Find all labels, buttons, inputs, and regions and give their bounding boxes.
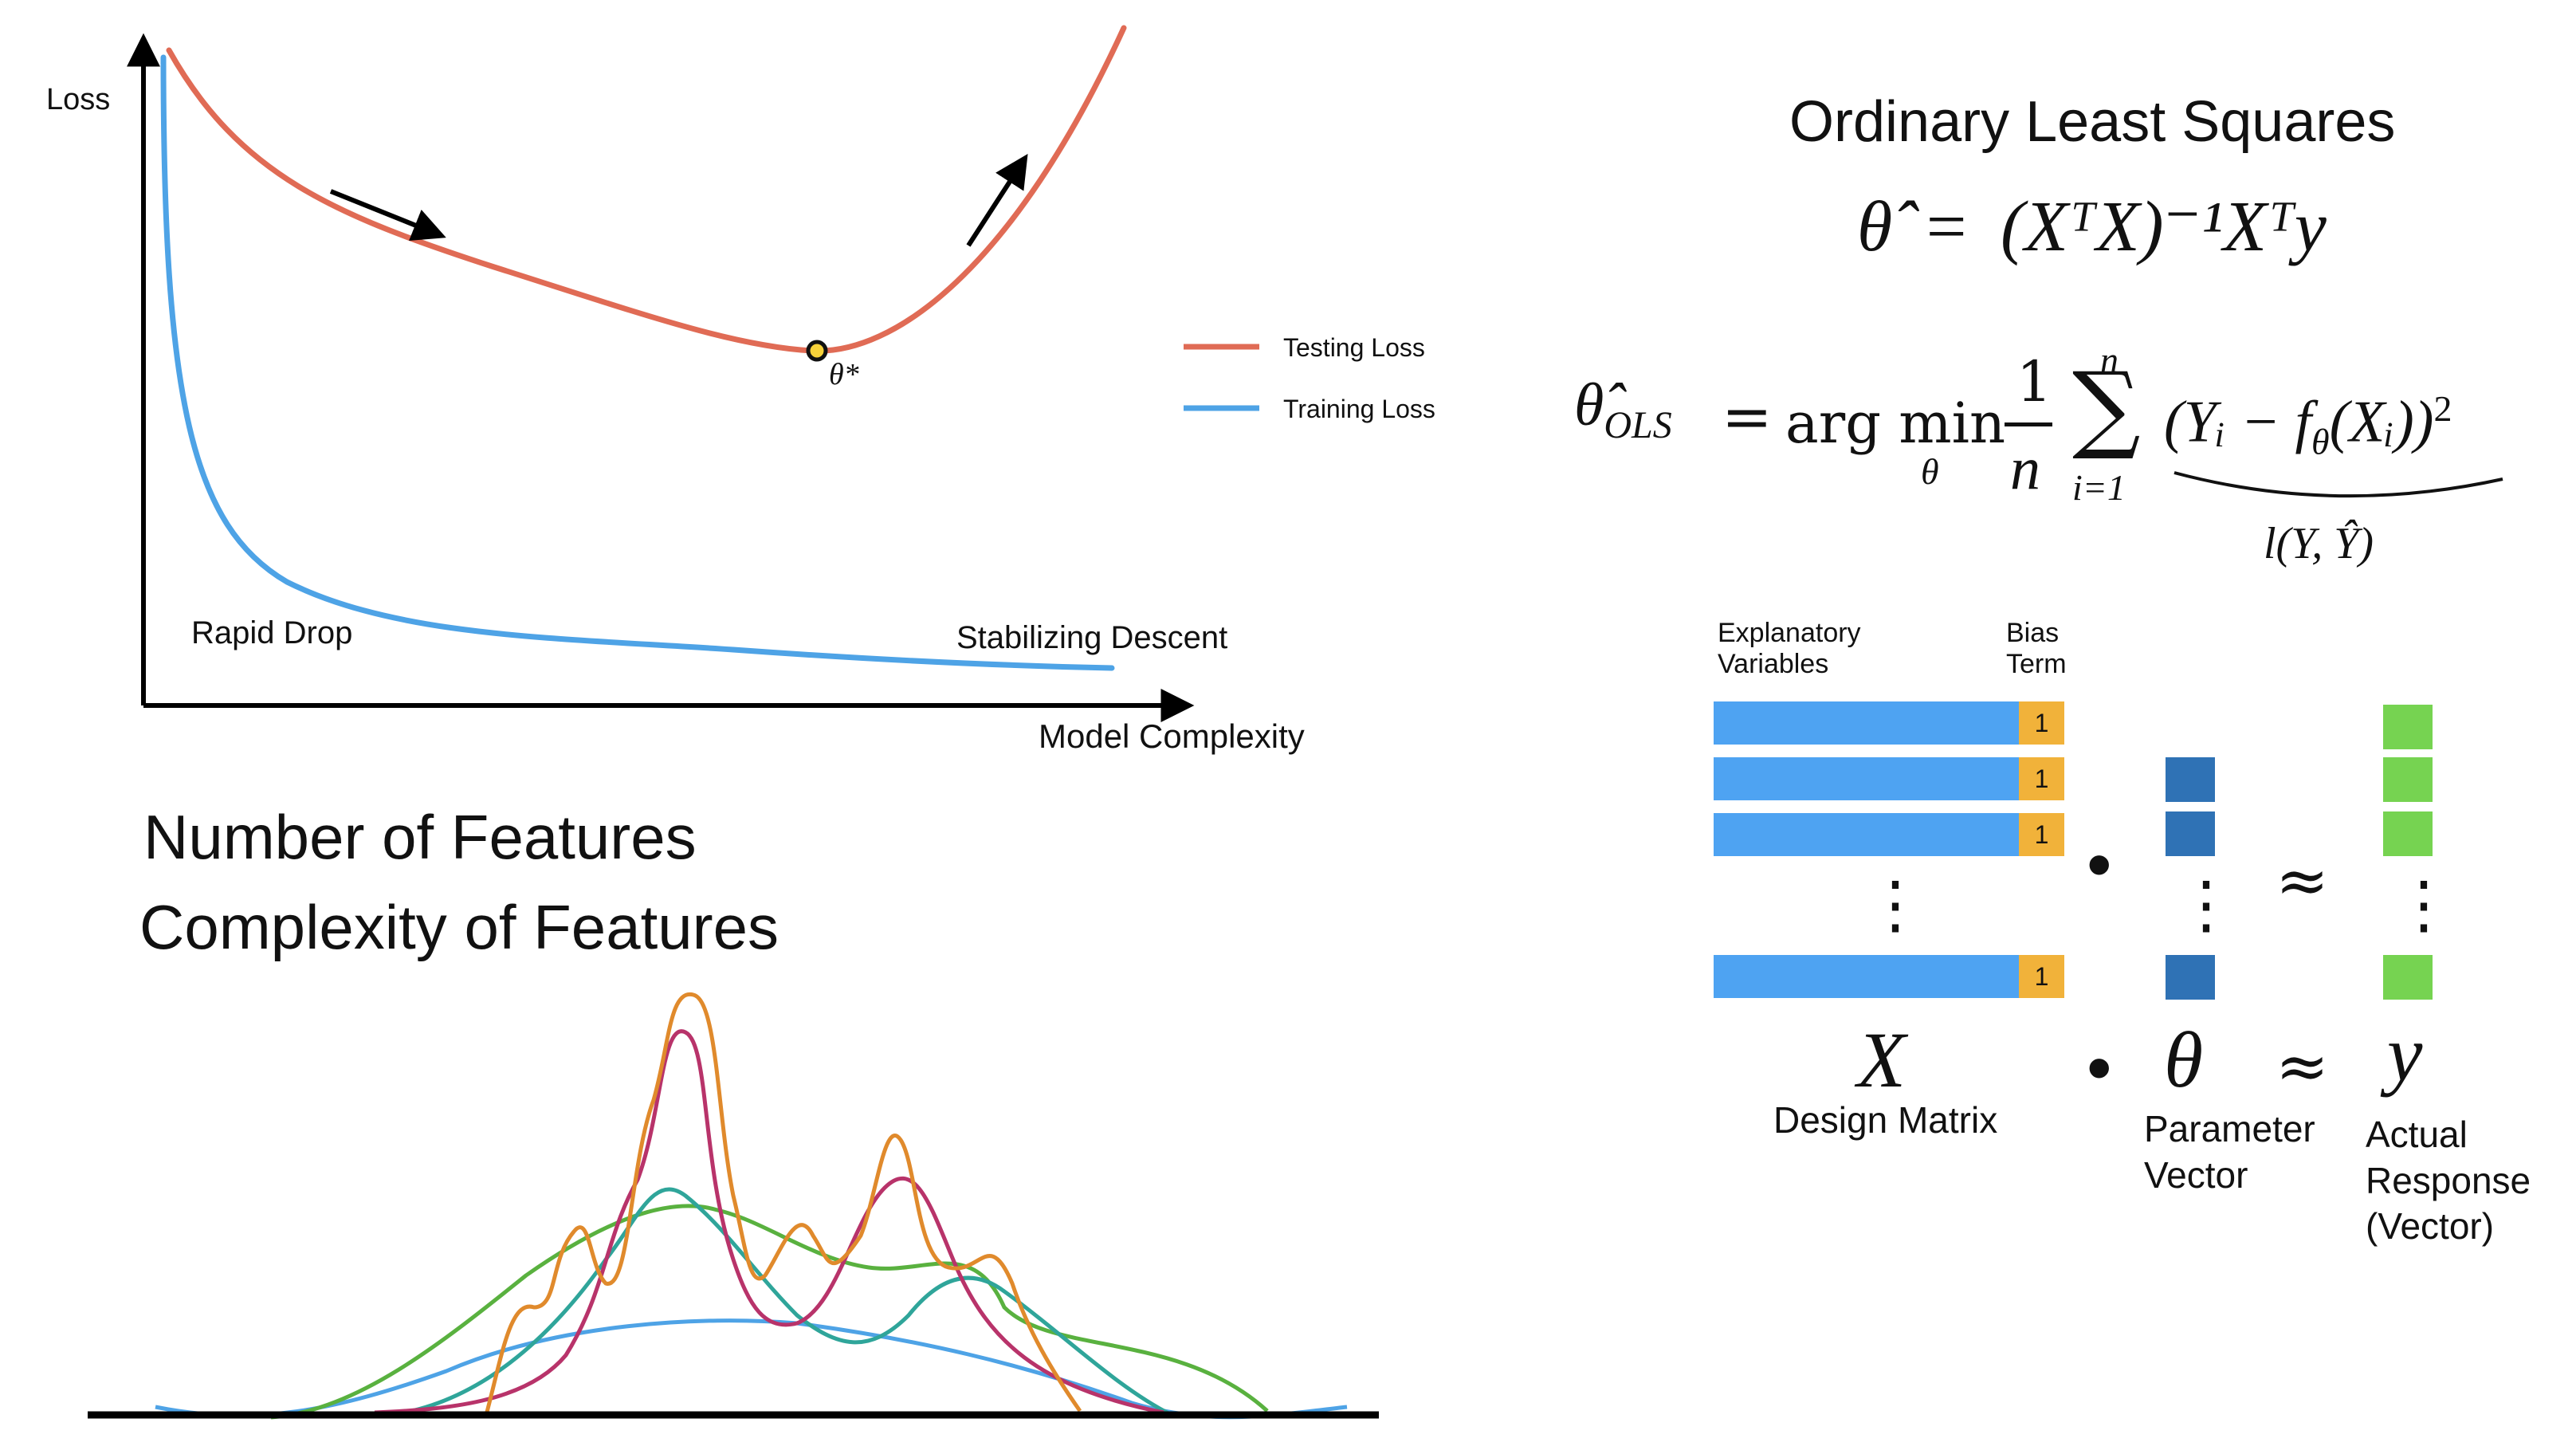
ols-argmin-equation: θ̂OLS [1574,375,1672,445]
eq1-rhs: (XᵀX)⁻¹Xᵀy [2000,187,2327,266]
eq2-frac-den: n [2010,435,2040,502]
testing-loss-curve [166,25,1127,354]
approx-sign-upper: ≈ [2276,843,2330,918]
approx-sign-lower: ≈ [2276,1029,2330,1103]
eq2-argmin: arg min [1785,391,2006,456]
y-caption-line-2: Response [2366,1159,2531,1201]
feature-curve-teal [390,1187,1173,1417]
feature-curve-orange [484,992,1082,1416]
feature-curve-magenta [374,1029,1164,1415]
descending-arrow-icon [329,189,446,241]
ols-title: Ordinary Least Squares [1789,90,2396,154]
x-symbol: X [1857,1016,1906,1104]
parameter-vector-caption: Parameter Vector [2144,1106,2315,1198]
features-heading-number: Number of Features [143,802,697,872]
bias-header-line-2: Term [2006,649,2067,680]
legend-testing-label: Testing Loss [1283,333,1425,362]
y-axis-label: Loss [46,83,111,116]
y-cell [2383,811,2433,856]
theta-caption-line-1: Parameter [2144,1108,2315,1149]
bias-term-header: Bias Term [2006,618,2067,680]
bias-cell: 1 [2019,813,2064,856]
eq2-summand: (Yᵢ − fθ(Xᵢ))2 [2164,391,2452,460]
legend-training-label: Training Loss [1283,395,1435,423]
loss-function-label: l(Y, Ŷ) [2264,519,2374,568]
dot-operator-lower: • [2087,1028,2112,1108]
optimum-label: θ* [829,358,859,391]
matrix-row: 1 [1714,757,2064,800]
theta-cell [2166,757,2215,802]
y-caption-line-1: Actual [2366,1114,2468,1155]
feature-curves [88,992,1379,1420]
theta-symbol: θ [2164,1016,2204,1104]
matrix-vdots: ⋮ [1863,867,1927,941]
matrix-row: 1 [1714,701,2064,745]
eq2-summand-tail: (Xᵢ)) [2329,389,2434,455]
matrix-row: 1 [1714,813,2064,856]
loss-chart [127,25,1259,722]
training-loss-curve [160,54,1115,671]
eq2-summand-sub: θ [2311,421,2330,462]
y-caption-line-3: (Vector) [2366,1205,2495,1247]
bias-cell: 1 [2019,701,2064,745]
eq2-sum: ∑ [2072,352,2141,463]
row-bar [1714,757,2019,800]
bias-header-line-1: Bias [2006,618,2060,648]
bias-cell: 1 [2019,955,2064,998]
theta-vdots: ⋮ [2174,867,2238,941]
eq2-lhs: θ̂ [1574,371,1604,438]
dot-operator-upper: • [2087,825,2112,905]
eq2-summand-sup: 2 [2433,388,2452,429]
theta-caption-line-2: Vector [2144,1153,2248,1196]
row-bar [1714,955,2019,998]
optimum-point [806,340,828,362]
y-cell [2383,757,2433,802]
y-cell [2383,705,2433,749]
eq2-sum-top: n [2100,340,2119,380]
eq2-frac-bar [2005,422,2052,426]
eq2-frac-num: 1 [2016,349,2052,415]
underbrace [2174,471,2503,498]
ascending-arrow-icon [966,153,1028,247]
eq2-argmin-sub: θ [1921,451,1939,492]
eq2-equals: = [1722,381,1773,452]
header-line-2: Variables [1718,649,1829,680]
feature-curve-green [270,1204,1269,1420]
explanatory-variables-header: Explanatory Variables [1718,618,1861,680]
annotation-rapid-drop: Rapid Drop [191,615,353,650]
y-symbol: y [2387,1009,2423,1098]
theta-cell [2166,811,2215,856]
annotation-stabilizing-descent: Stabilizing Descent [956,620,1228,655]
y-cell [2383,955,2433,1000]
actual-response-caption: Actual Response (Vector) [2366,1112,2531,1250]
bias-cell: 1 [2019,757,2064,800]
eq1-equals: = [1926,187,1967,266]
x-axis-label: Model Complexity [1039,717,1305,755]
row-bar [1714,813,2019,856]
theta-cell [2166,955,2215,1000]
eq1-lhs: θ̂ [1857,187,1893,266]
features-heading-complexity: Complexity of Features [139,892,779,962]
design-matrix-caption: Design Matrix [1773,1099,1998,1141]
eq2-sum-bottom: i=1 [2072,467,2126,508]
matrix-row: 1 [1714,955,2064,998]
y-vdots: ⋮ [2392,867,2456,941]
row-bar [1714,701,2019,745]
ols-closed-form-equation: θ̂ = (XᵀX)⁻¹Xᵀy [1857,191,2327,263]
header-line-1: Explanatory [1718,618,1861,648]
eq2-lhs-sub: OLS [1604,404,1672,447]
eq2-summand-head: (Yᵢ − f [2164,389,2311,455]
